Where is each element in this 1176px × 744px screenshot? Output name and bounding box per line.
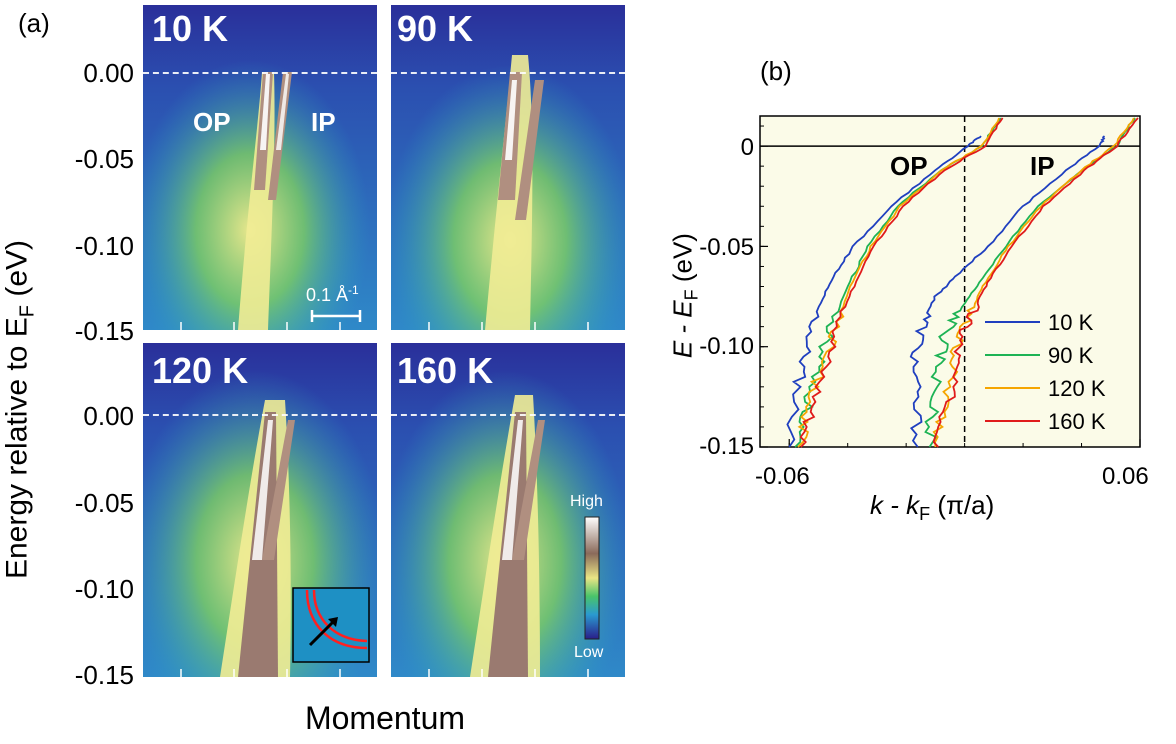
y-tick-label: -0.10 bbox=[74, 231, 134, 261]
op-band-label: OP bbox=[890, 151, 928, 181]
series-line-op bbox=[786, 135, 982, 448]
legend-label: 90 K bbox=[1048, 343, 1094, 368]
arpes-panel-10k bbox=[143, 5, 377, 330]
fermi-level-line bbox=[143, 72, 377, 74]
scale-bar-sup: -1 bbox=[348, 283, 359, 297]
x-axis-title-main: k - k bbox=[870, 490, 920, 520]
panel-a-label: (a) bbox=[18, 8, 50, 38]
temperature-label: 90 K bbox=[397, 8, 474, 49]
series-line-ip bbox=[909, 135, 1106, 448]
chart-y-tick-label: 0 bbox=[740, 134, 754, 161]
colorbar-low-label: Low bbox=[574, 644, 604, 661]
fermi-surface-inset bbox=[292, 587, 370, 663]
y-tick-label: -0.10 bbox=[74, 574, 134, 604]
x-axis-title-unit: (π/a) bbox=[930, 490, 995, 520]
panel-a-x-axis-title: Momentum bbox=[304, 700, 466, 736]
series-line-ip bbox=[932, 117, 1135, 448]
chart-y-tick-label: -0.05 bbox=[699, 234, 754, 261]
scale-bar bbox=[310, 310, 362, 322]
arpes-panel-90k bbox=[391, 5, 625, 330]
y-tick-label: 0.00 bbox=[83, 401, 134, 431]
fermi-level-line bbox=[391, 72, 625, 74]
x-ticks bbox=[180, 322, 589, 677]
y-tick-label: -0.15 bbox=[74, 316, 134, 346]
legend-label: 160 K bbox=[1048, 409, 1106, 434]
temperature-label: 160 K bbox=[397, 350, 494, 391]
colorbar-high-label: High bbox=[570, 493, 603, 510]
legend-label: 120 K bbox=[1048, 376, 1106, 401]
y-tick-label: -0.05 bbox=[74, 144, 134, 174]
op-band-label: OP bbox=[193, 107, 231, 137]
chart-x-tick-label: 0.06 bbox=[1102, 463, 1149, 490]
panel-b-x-axis-title: k - kF (π/a) bbox=[870, 490, 994, 525]
y-tick-label: -0.15 bbox=[74, 660, 134, 690]
legend-label: 10 K bbox=[1048, 310, 1094, 335]
colorbar bbox=[584, 516, 600, 640]
chart-y-tick-label: -0.10 bbox=[699, 333, 754, 360]
y-tick-label: 0.00 bbox=[83, 58, 134, 88]
series-line-ip bbox=[924, 117, 1136, 448]
temperature-label: 120 K bbox=[152, 350, 249, 391]
scale-bar-text: 0.1 Å bbox=[306, 285, 349, 305]
panel-b-label: (b) bbox=[760, 56, 792, 86]
arpes-panel-160k bbox=[391, 343, 625, 677]
y-tick-label: -0.05 bbox=[74, 488, 134, 518]
ip-band-label: IP bbox=[311, 107, 336, 137]
series-line-ip bbox=[932, 117, 1139, 448]
x-axis-title-sub: F bbox=[919, 504, 931, 525]
chart-x-tick-label: -0.06 bbox=[755, 463, 810, 490]
fermi-level-line bbox=[391, 414, 625, 416]
ip-band-label: IP bbox=[1030, 151, 1055, 181]
scale-bar-label: 0.1 Å-1 bbox=[306, 283, 359, 306]
chart-y-tick-label: -0.15 bbox=[699, 433, 754, 460]
series-line-op bbox=[799, 117, 1004, 448]
fermi-level-line bbox=[143, 414, 377, 416]
temperature-label: 10 K bbox=[152, 8, 229, 49]
